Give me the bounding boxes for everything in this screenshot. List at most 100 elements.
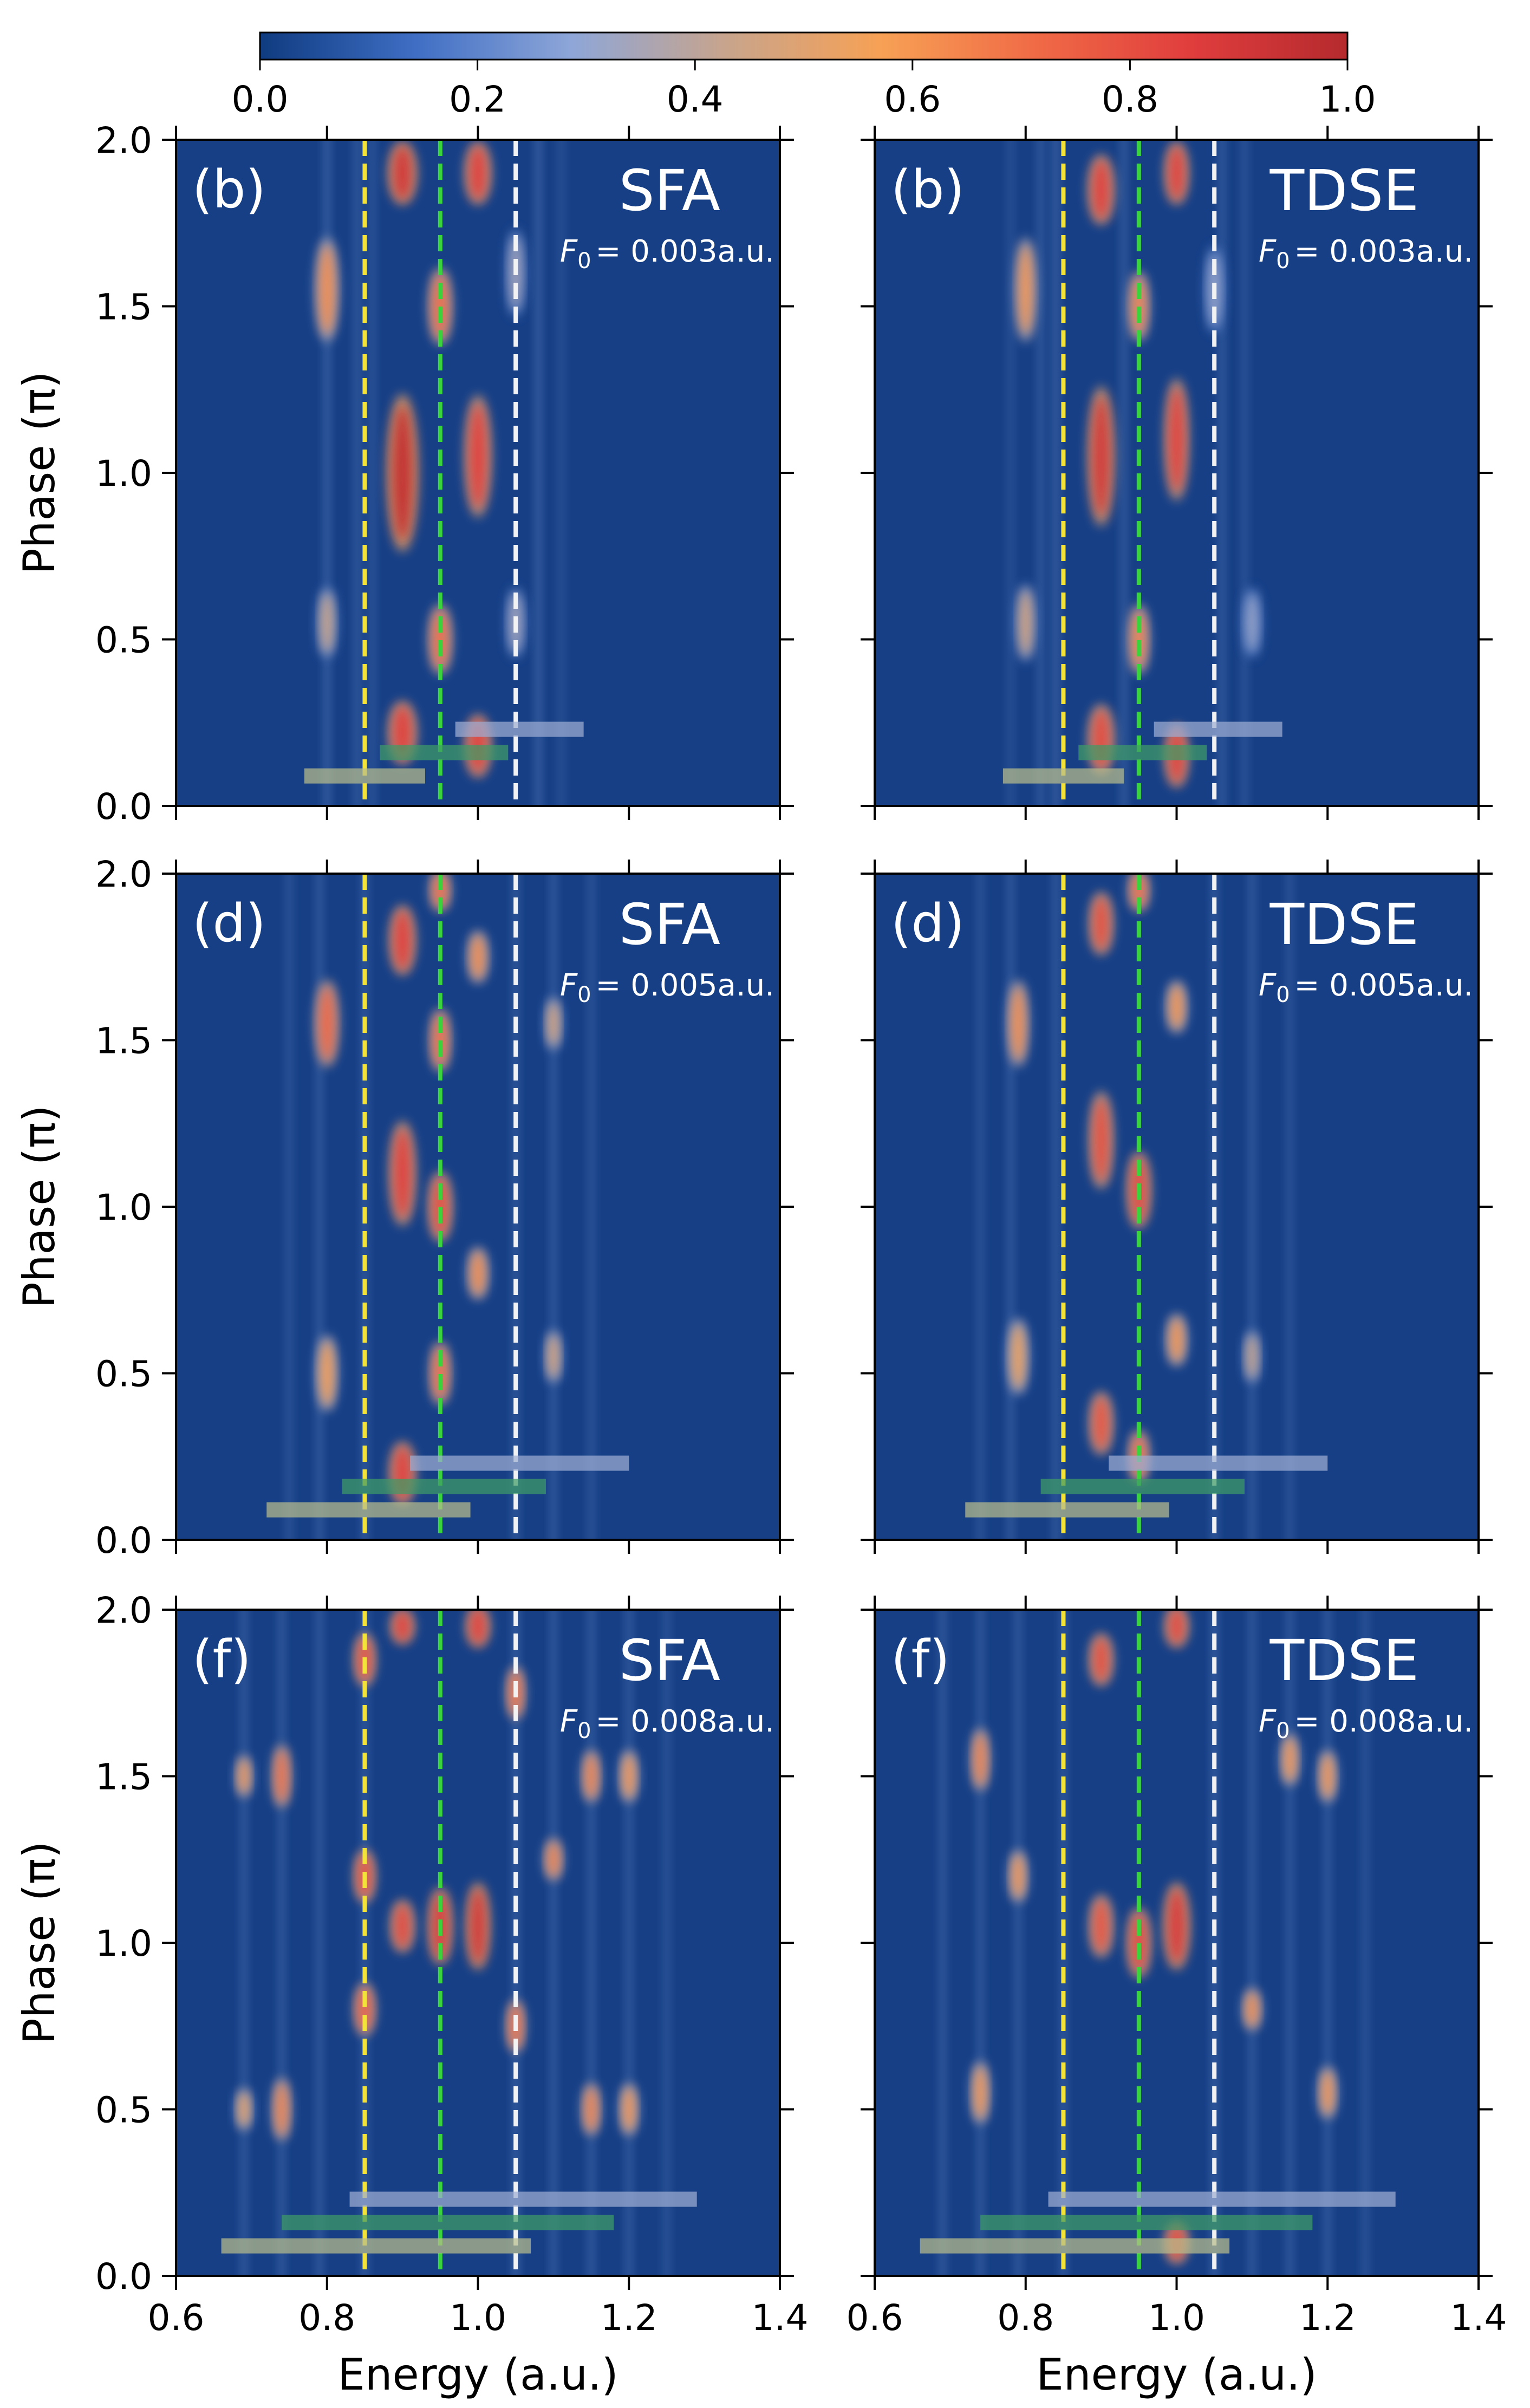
intensity-streak: [1286, 1610, 1293, 2276]
intensity-streak: [1211, 1610, 1218, 2276]
energy-range-bar: [1109, 1455, 1328, 1471]
field-value: = 0.005a.u.: [1294, 968, 1473, 1003]
field-strength-label: F0 = 0.003a.u.: [560, 234, 774, 274]
energy-range-bar: [1040, 1479, 1245, 1494]
intensity-peak: [1011, 986, 1025, 1061]
y-tick-label: 2.0: [95, 1590, 152, 1631]
intensity-streak: [1052, 874, 1059, 1540]
intensity-streak: [1362, 1610, 1369, 2276]
colorbar: 0.0 0.2 0.4 0.6 0.8 1.0: [232, 31, 1376, 120]
field-subscript: 0: [1276, 1719, 1290, 1743]
field-value: = 0.008a.u.: [1294, 1704, 1473, 1739]
intensity-peak: [1169, 1317, 1184, 1363]
colorbar-tick-label: 0.0: [232, 79, 289, 120]
intensity-peak: [585, 2086, 597, 2132]
energy-range-bar: [965, 1502, 1169, 1518]
intensity-peak: [433, 1013, 447, 1068]
y-tick-label: 1.5: [95, 1756, 152, 1798]
method-label: TDSE: [1269, 158, 1419, 224]
panel-label: (f): [192, 1629, 251, 1690]
x-tick-label: 1.0: [1148, 2297, 1205, 2339]
field-value: = 0.003a.u.: [596, 234, 774, 269]
intensity-peak: [275, 2082, 288, 2137]
intensity-peak: [1131, 1912, 1147, 1973]
energy-range-bar: [221, 2238, 531, 2254]
intensity-peak: [1321, 1753, 1334, 1799]
intensity-peak: [548, 1334, 559, 1379]
intensity-streak: [557, 140, 564, 806]
method-label: SFA: [619, 158, 720, 224]
intensity-streak: [369, 140, 376, 806]
panel-sfa-3: 0.6 0.8 1.0 1.2 1.4 0.0 0.5 1.0 1.5 2.0 (f) SFA F0 = …: [95, 1590, 808, 2339]
intensity-streak: [1248, 1610, 1255, 2276]
method-label: TDSE: [1269, 891, 1419, 958]
heatmap: [875, 874, 1479, 1540]
intensity-streak: [1248, 874, 1255, 1540]
energy-range-bar: [1154, 721, 1282, 737]
intensity-streak: [1324, 1610, 1331, 2276]
field-subscript: 0: [1276, 249, 1290, 274]
intensity-peak: [974, 1732, 987, 1787]
intensity-streak: [1219, 140, 1226, 806]
intensity-peak: [433, 874, 447, 908]
intensity-streak: [361, 874, 368, 1540]
field-strength-label: F0 = 0.005a.u.: [560, 968, 774, 1007]
field-strength-label: F0 = 0.008a.u.: [1259, 1704, 1473, 1743]
method-label: SFA: [619, 891, 720, 958]
y-tick-label: 0.5: [95, 620, 152, 661]
y-tick-label: 2.0: [95, 120, 152, 161]
intensity-peak: [432, 609, 448, 669]
intensity-streak: [354, 140, 361, 806]
energy-range-bar: [349, 2191, 697, 2207]
panel-tdse-1: (b) TDSE F0 = 0.003a.u.: [861, 126, 1493, 820]
intensity-peak: [320, 1340, 334, 1407]
intensity-peak: [321, 593, 333, 653]
panel-sfa-1: 0.0 0.5 1.0 1.5 2.0 (b) SFA F0 = 0.003a.u.: [95, 120, 794, 828]
y-tick-label: 0.5: [95, 2090, 152, 2131]
intensity-peak: [585, 1753, 597, 1799]
colorbar-tick-label: 1.0: [1319, 79, 1376, 120]
field-symbol: F: [560, 968, 578, 1003]
intensity-streak: [361, 1610, 368, 2276]
x-tick-label: 0.6: [148, 2297, 205, 2339]
energy-range-bar: [410, 1455, 629, 1471]
intensity-peak: [1012, 1853, 1024, 1899]
intensity-streak: [1014, 1610, 1021, 2276]
field-symbol: F: [560, 234, 578, 269]
axis-titles: Phase (π) Phase (π) Phase (π) Energy (a.u.)…: [14, 372, 1317, 2400]
field-subscript: 0: [577, 982, 591, 1007]
energy-range-bar: [380, 745, 509, 760]
intensity-streak: [977, 874, 984, 1540]
intensity-peak: [1169, 146, 1184, 200]
field-strength-label: F0 = 0.008a.u.: [560, 1704, 774, 1743]
energy-range-bar: [1002, 768, 1124, 784]
method-label: SFA: [619, 1628, 720, 1694]
intensity-peak: [470, 1889, 486, 1964]
panel-label: (b): [891, 159, 965, 220]
intensity-peak: [471, 934, 485, 980]
intensity-peak: [1092, 709, 1110, 770]
energy-range-bar: [1078, 745, 1207, 760]
x-tick-label: 1.4: [1450, 2297, 1507, 2339]
intensity-streak: [663, 1610, 670, 2276]
colorbar-gradient: [259, 31, 1349, 61]
intensity-peak: [1011, 1323, 1025, 1390]
field-subscript: 0: [577, 1719, 591, 1743]
panel-label: (f): [891, 1629, 950, 1690]
intensity-streak: [240, 1610, 248, 2276]
intensity-peak: [1093, 1899, 1109, 1954]
y-tick-label: 1.5: [95, 1020, 152, 1062]
x-tick-label: 0.6: [847, 2297, 903, 2339]
intensity-peak: [1093, 1396, 1109, 1450]
intensity-peak: [470, 403, 486, 509]
intensity-streak: [1120, 140, 1127, 806]
field-symbol: F: [1259, 234, 1277, 269]
intensity-peak: [623, 2086, 635, 2132]
intensity-streak: [588, 874, 595, 1540]
x-axis-label: Energy (a.u.): [1036, 2350, 1317, 2400]
intensity-peak: [393, 405, 413, 541]
field-subscript: 0: [577, 249, 591, 274]
x-tick-label: 1.4: [752, 2297, 809, 2339]
intensity-peak: [394, 1128, 411, 1219]
intensity-peak: [1247, 1334, 1258, 1379]
